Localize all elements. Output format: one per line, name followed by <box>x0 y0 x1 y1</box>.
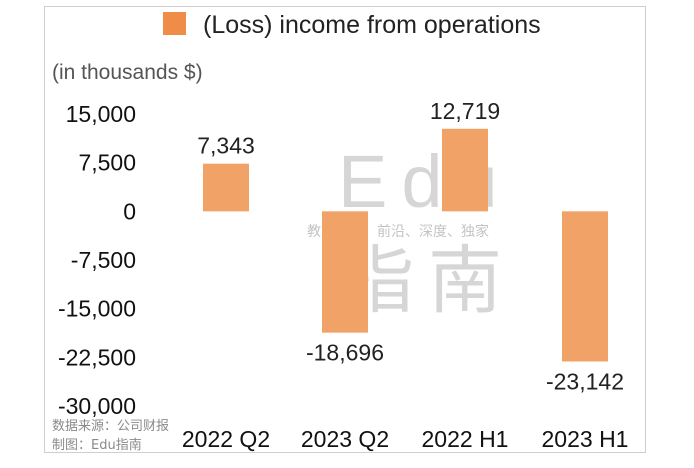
data-label: -23,142 <box>546 368 624 394</box>
y-tick-label: -22,500 <box>58 344 136 370</box>
made-by-text: 制图：Edu指南 <box>52 437 142 453</box>
bar <box>322 211 368 333</box>
y-tick-label: 0 <box>123 198 136 224</box>
unit-label: (in thousands $) <box>52 61 203 84</box>
y-tick-label: -7,500 <box>71 247 136 273</box>
legend-label: (Loss) income from operations <box>203 11 541 39</box>
y-tick-label: -30,000 <box>58 393 136 419</box>
y-tick-label: 15,000 <box>66 101 136 127</box>
x-tick-label: 2022 H1 <box>422 426 509 452</box>
x-tick-label: 2023 H1 <box>542 426 629 452</box>
y-tick-label: -15,000 <box>58 296 136 322</box>
legend-swatch <box>163 12 186 35</box>
chart-frame <box>44 6 646 453</box>
x-tick-label: 2022 Q2 <box>182 426 270 452</box>
bar <box>442 128 488 212</box>
bar <box>562 211 608 362</box>
x-axis: 2022 Q2 2023 Q2 2022 H1 2023 H1 <box>182 426 629 452</box>
source-note: 数据来源：公司财报 制图：Edu指南 <box>52 419 169 453</box>
bar <box>203 163 249 212</box>
data-source-text: 数据来源：公司财报 <box>52 419 169 434</box>
value-labels: 7,343 -18,696 12,719 -23,142 <box>197 98 624 395</box>
legend: (Loss) income from operations <box>163 11 541 39</box>
data-label: 12,719 <box>430 98 500 124</box>
y-tick-label: 7,500 <box>78 150 136 176</box>
data-label: 7,343 <box>197 133 255 159</box>
y-axis: 15,000 7,500 0 -7,500 -15,000 -22,500 -30,000 <box>58 101 136 419</box>
bars <box>203 128 608 362</box>
x-tick-label: 2023 Q2 <box>301 426 389 452</box>
data-label: -18,696 <box>306 340 384 366</box>
